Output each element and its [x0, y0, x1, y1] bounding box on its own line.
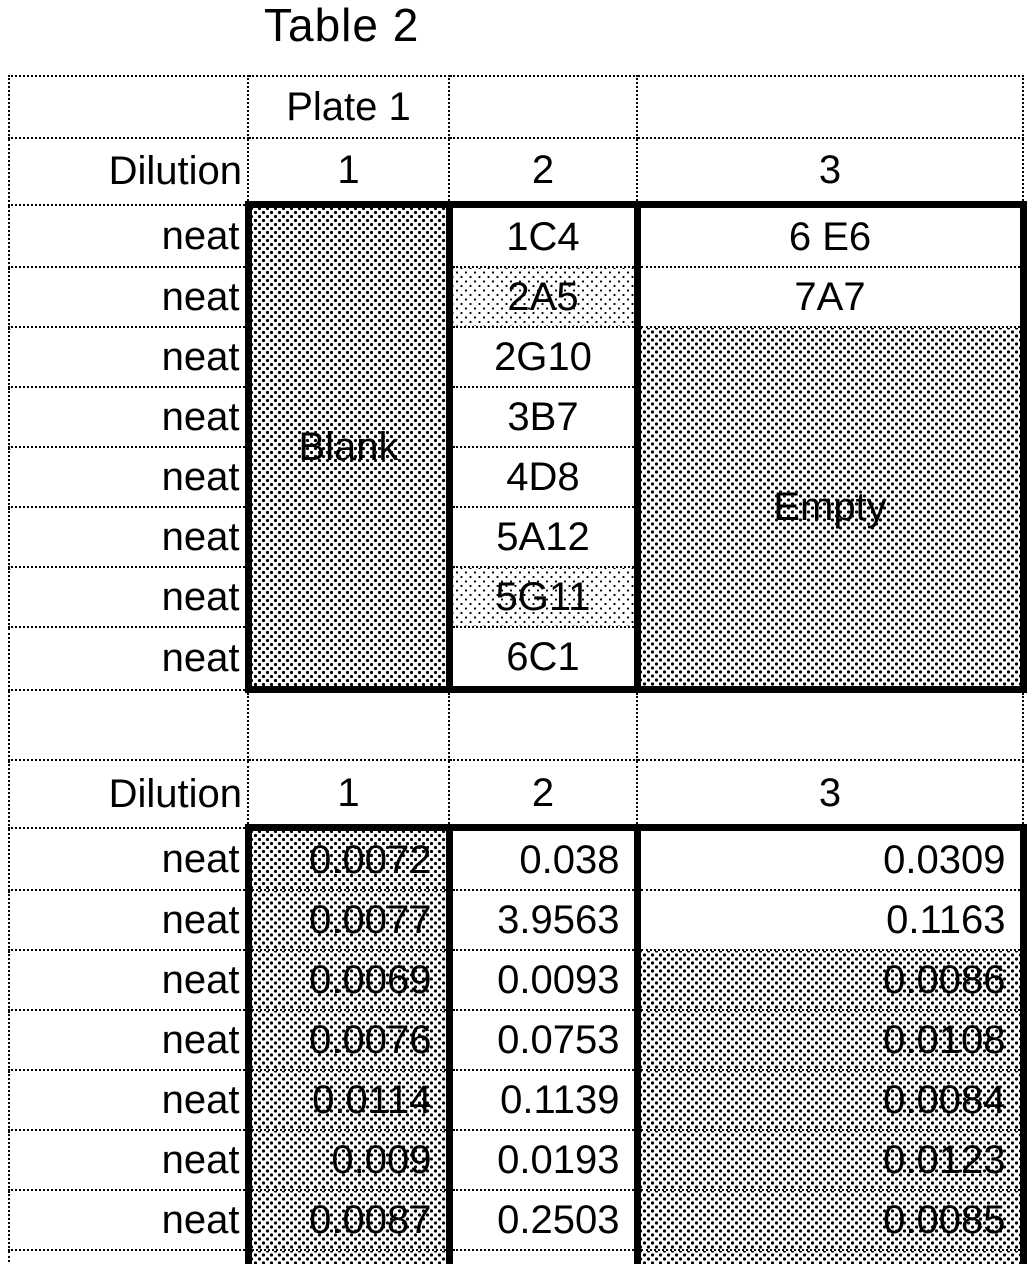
row-label: neat: [8, 386, 249, 448]
row-label: neat: [8, 203, 249, 268]
row-label: neat: [8, 1249, 249, 1264]
od-value-cell: 0.0123: [636, 1129, 1027, 1191]
od-value-cell: 0.0084: [636, 1069, 1027, 1131]
clone-cell: 2A5: [448, 266, 641, 328]
clone-cell: 2G10: [448, 326, 641, 388]
clone-cell: 3B7: [448, 386, 641, 448]
row-label: neat: [8, 1069, 249, 1131]
od-value-cell: 3.9563: [448, 889, 641, 951]
results-table: Plate 1 Dilution 1 2 3 neat Blank 1C4 6 …: [8, 75, 1027, 1264]
row-label: neat: [8, 446, 249, 508]
od-value-cell: 0.0087: [244, 1189, 453, 1251]
clone-cell: 5A12: [448, 506, 641, 568]
od-value-cell: 0.0114: [244, 1069, 453, 1131]
column-header-3: 3: [636, 759, 1024, 829]
od-value-cell: 0.0077: [244, 889, 453, 951]
clone-cell: 5G11: [448, 566, 641, 628]
od-value-cell: 0.0753: [448, 1009, 641, 1071]
od-value-cell: 0.0193: [448, 1129, 641, 1191]
od-value-cell: 0.038: [448, 824, 641, 891]
clone-cell: 4D8: [448, 446, 641, 508]
gap-cell: [636, 688, 1024, 761]
empty-cell: Empty: [636, 326, 1027, 693]
od-value-cell: 0.0092: [244, 1249, 453, 1264]
row-label: neat: [8, 506, 249, 568]
column-header-2: 2: [448, 759, 638, 829]
row-label: neat: [8, 626, 249, 691]
clone-cell: 6 E6: [636, 201, 1027, 268]
dilution-label: Dilution: [8, 137, 249, 206]
empty-header-cell: [636, 75, 1024, 139]
row-label: neat: [8, 1129, 249, 1191]
column-header-1: 1: [247, 759, 450, 829]
od-value-cell: 0.0072: [244, 824, 453, 891]
plate-header: Plate 1: [247, 75, 450, 139]
dilution-label: Dilution: [8, 759, 249, 829]
column-header-2: 2: [448, 137, 638, 206]
od-value-cell: 0.0086: [636, 949, 1027, 1011]
clone-cell: 6C1: [448, 626, 641, 693]
gap-cell: [448, 688, 638, 761]
column-header-3: 3: [636, 137, 1024, 206]
row-label: neat: [8, 266, 249, 328]
row-label: neat: [8, 326, 249, 388]
table-title: Table 2: [264, 0, 420, 51]
od-value-cell: 0.0121: [636, 1249, 1027, 1264]
clone-cell: 1C4: [448, 201, 641, 268]
row-label: neat: [8, 826, 249, 891]
empty-header-cell: [448, 75, 638, 139]
od-value-cell: 0.009: [244, 1129, 453, 1191]
row-label: neat: [8, 566, 249, 628]
od-value-cell: 0.0085: [636, 1189, 1027, 1251]
row-label: neat: [8, 1189, 249, 1251]
od-value-cell: 0.1139: [448, 1069, 641, 1131]
row-label: neat: [8, 949, 249, 1011]
od-value-cell: 0.0309: [636, 824, 1027, 891]
column-header-1: 1: [247, 137, 450, 206]
clone-cell: 7A7: [636, 266, 1027, 328]
od-value-cell: 0.086: [448, 1249, 641, 1264]
od-value-cell: 0.0093: [448, 949, 641, 1011]
blank-cell: Blank: [244, 201, 453, 693]
od-value-cell: 0.0076: [244, 1009, 453, 1071]
row-label: neat: [8, 889, 249, 951]
corner-cell: [8, 75, 249, 139]
gap-cell: [247, 688, 450, 761]
od-value-cell: 0.2503: [448, 1189, 641, 1251]
od-value-cell: 0.0069: [244, 949, 453, 1011]
row-label: neat: [8, 1009, 249, 1071]
od-value-cell: 0.0108: [636, 1009, 1027, 1071]
od-value-cell: 0.1163: [636, 889, 1027, 951]
gap-cell: [8, 688, 249, 761]
